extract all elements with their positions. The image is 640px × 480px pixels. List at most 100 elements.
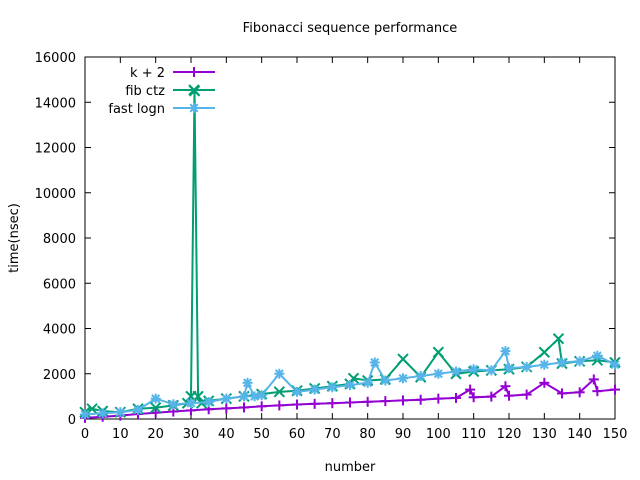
x-tick-label: 110 — [461, 427, 486, 442]
data-point — [521, 361, 532, 372]
data-point — [150, 407, 161, 418]
x-axis-label: number — [325, 460, 376, 475]
data-point — [539, 377, 550, 388]
data-point — [486, 391, 497, 402]
data-point — [468, 364, 479, 375]
data-point — [504, 363, 514, 374]
data-point — [327, 398, 338, 409]
x-tick-label: 60 — [289, 427, 306, 442]
data-point — [380, 396, 391, 407]
data-point — [256, 390, 267, 401]
data-point — [500, 346, 511, 357]
series-1 — [79, 85, 621, 418]
data-point — [274, 400, 285, 411]
chart-title: Fibonacci sequence performance — [243, 21, 458, 36]
data-point — [539, 359, 550, 370]
data-point — [557, 388, 567, 399]
legend: k + 2 fib ctz fast logn — [108, 66, 215, 117]
series-line — [84, 377, 616, 419]
data-point — [451, 366, 461, 377]
data-point — [97, 408, 108, 419]
data-point — [239, 402, 249, 413]
data-point — [592, 386, 603, 397]
y-tick-label: 6000 — [43, 277, 76, 292]
data-point — [221, 403, 232, 414]
data-point — [345, 380, 355, 391]
legend-marker — [189, 67, 199, 77]
data-point — [398, 395, 408, 406]
data-point — [465, 384, 476, 395]
y-tick-label: 12000 — [35, 142, 76, 157]
data-point — [538, 346, 551, 358]
data-point — [500, 381, 511, 392]
x-tick-label: 0 — [81, 427, 89, 442]
y-tick-label: 16000 — [35, 51, 76, 66]
x-tick-label: 140 — [567, 427, 592, 442]
y-tick-label: 4000 — [43, 323, 76, 338]
series-layer — [79, 85, 621, 423]
data-point — [150, 393, 161, 404]
data-point — [415, 394, 426, 405]
y-axis-label: time(nsec) — [7, 203, 22, 273]
data-point — [292, 399, 302, 410]
data-point — [221, 393, 232, 404]
data-point — [432, 346, 445, 358]
data-point — [168, 399, 179, 410]
data-point — [588, 374, 599, 385]
data-point — [433, 368, 444, 379]
data-point — [203, 397, 214, 408]
data-point — [369, 357, 380, 368]
data-point — [574, 356, 585, 367]
data-point — [362, 396, 373, 407]
data-point — [486, 365, 497, 376]
legend-marker — [188, 84, 200, 96]
data-point — [309, 384, 320, 395]
x-tick-label: 40 — [218, 427, 235, 442]
data-point — [552, 332, 565, 345]
legend-label: fast logn — [108, 102, 165, 117]
legend-marker — [189, 103, 199, 113]
data-point — [521, 389, 532, 400]
x-tick-label: 150 — [603, 427, 628, 442]
data-point — [433, 393, 444, 404]
y-axis: 0 2000 4000 6000 8000 10000 12000 14000 16000 — [35, 51, 615, 428]
legend-label: fib ctz — [125, 84, 165, 99]
data-point — [451, 392, 461, 403]
data-point — [574, 387, 585, 398]
y-tick-label: 14000 — [35, 96, 76, 111]
data-point — [504, 390, 514, 401]
data-point — [362, 377, 373, 388]
series-0 — [80, 374, 620, 423]
data-point — [309, 398, 320, 409]
data-point — [397, 353, 409, 365]
data-point — [345, 397, 355, 408]
data-point — [242, 377, 253, 388]
data-point — [327, 382, 338, 393]
data-point — [610, 384, 620, 395]
data-point — [249, 391, 260, 402]
x-tick-label: 10 — [112, 427, 129, 442]
data-point — [292, 386, 302, 397]
data-point — [592, 350, 603, 361]
data-point — [380, 375, 391, 386]
x-tick-label: 50 — [253, 427, 270, 442]
legend-label: k + 2 — [130, 66, 165, 81]
series-2 — [80, 346, 620, 420]
x-tick-label: 90 — [395, 427, 412, 442]
data-point — [239, 391, 249, 402]
data-point — [415, 371, 426, 382]
series-line — [84, 90, 616, 414]
x-axis: 0 10 20 30 40 50 60 70 80 90 100 110 120 130 140 150 — [81, 57, 628, 442]
x-tick-label: 120 — [497, 427, 522, 442]
data-point — [149, 401, 162, 414]
y-tick-label: 0 — [68, 413, 76, 428]
x-tick-label: 20 — [147, 427, 164, 442]
x-tick-label: 80 — [359, 427, 376, 442]
data-point — [610, 359, 620, 370]
data-point — [398, 373, 408, 384]
data-point — [256, 401, 267, 412]
x-tick-label: 100 — [426, 427, 451, 442]
x-tick-label: 130 — [532, 427, 557, 442]
data-point — [80, 409, 90, 420]
